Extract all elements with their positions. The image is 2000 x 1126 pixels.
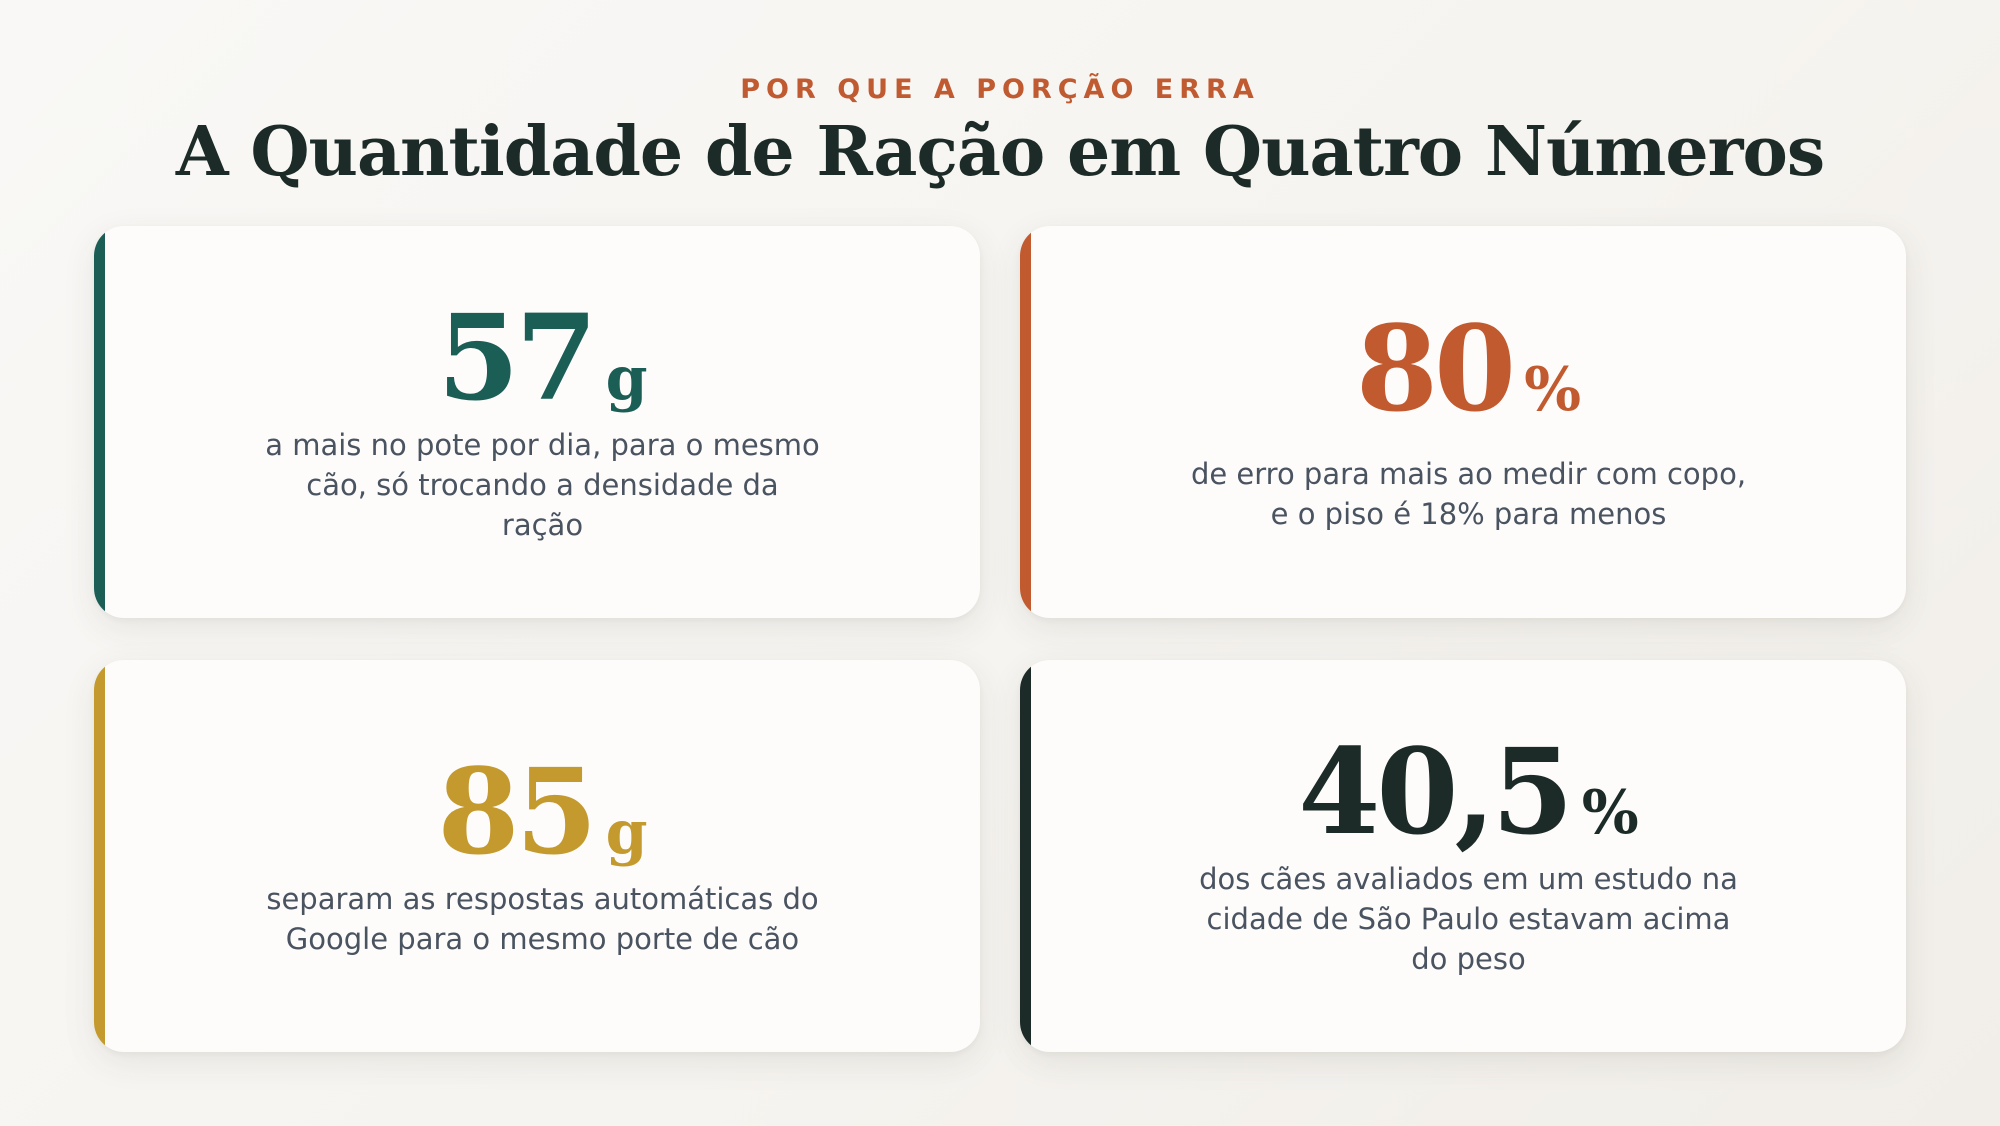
stat-unit: % — [1581, 778, 1639, 848]
stat-figure: 80 % — [1356, 310, 1581, 428]
stat-figure: 40,5 % — [1298, 733, 1638, 851]
eyebrow-label: POR QUE A PORÇÃO ERRA — [740, 74, 1260, 105]
stat-card-overweight-dogs: 40,5 % dos cães avaliados em um estudo n… — [1020, 660, 1906, 1052]
stat-card-daily-excess: 57 g a mais no pote por dia, para o mesm… — [94, 226, 980, 618]
stat-value: 85 — [437, 742, 597, 881]
card-accent-bar — [94, 226, 105, 618]
card-accent-bar — [1020, 660, 1031, 1052]
stat-figure: 57 g — [437, 299, 647, 417]
stat-figure: 85 g — [437, 753, 647, 871]
stat-card-google-answers: 85 g separam as respostas automáticas do… — [94, 660, 980, 1052]
stat-description: dos cães avaliados em um estudo na cidad… — [1199, 862, 1738, 976]
page-title: A Quantidade de Ração em Quatro Números — [175, 112, 1825, 192]
card-accent-bar — [94, 660, 105, 1052]
stat-value: 40,5 — [1298, 722, 1573, 861]
stat-unit: % — [1524, 355, 1582, 425]
stat-value: 80 — [1355, 299, 1516, 438]
stat-unit: g — [605, 344, 648, 414]
stat-card-cup-error: 80 % de erro para mais ao medir com copo… — [1020, 226, 1906, 618]
card-accent-bar — [1020, 226, 1031, 618]
stat-unit: g — [605, 798, 648, 868]
stat-description: de erro para mais ao medir com copo, e o… — [1190, 457, 1747, 531]
stat-description: separam as respostas automáticas do Goog… — [266, 882, 819, 956]
stat-value: 57 — [437, 288, 597, 427]
stat-description: a mais no pote por dia, para o mesmo cão… — [265, 428, 820, 542]
